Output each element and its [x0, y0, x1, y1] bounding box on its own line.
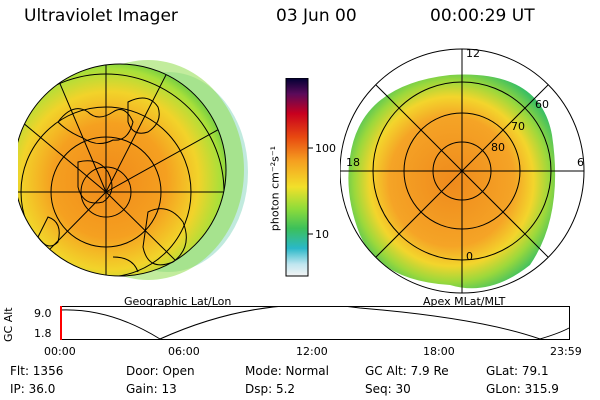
status-flt: Flt: 1356	[10, 364, 64, 378]
status-mode: Mode: Normal	[245, 364, 329, 378]
mlt-label-18: 18	[346, 156, 360, 169]
status-door: Door: Open	[126, 364, 195, 378]
status-gain: Gain: 13	[126, 382, 177, 396]
orbit-xtick-0: 00:00	[44, 345, 76, 358]
orbit-xtick-2: 12:00	[296, 345, 328, 358]
status-gc-alt: GC Alt: 7.9 Re	[365, 364, 449, 378]
colorbar-tick-10: 10	[315, 228, 329, 241]
orbit-ytick-max: 9.0	[34, 307, 52, 320]
mlat-label-80: 80	[491, 141, 505, 154]
status-ip: IP: 36.0	[10, 382, 56, 396]
status-seq: Seq: 30	[365, 382, 411, 396]
orbit-xtick-1: 06:00	[168, 345, 200, 358]
left-panel-caption: Geographic Lat/Lon	[124, 295, 232, 308]
date-label: 03 Jun 00	[276, 6, 357, 26]
status-glat: GLat: 79.1	[486, 364, 549, 378]
orbit-xtick-4: 23:59	[550, 345, 582, 358]
orbit-plot-frame	[60, 306, 570, 340]
mlt-label-0: 0	[466, 250, 473, 263]
instrument-title: Ultraviolet Imager	[24, 6, 178, 26]
colorbar-tick-100: 100	[315, 142, 336, 155]
mlat-label-70: 70	[511, 120, 525, 133]
coastlines	[37, 97, 187, 273]
mlt-label-12: 12	[466, 47, 480, 60]
mlat-label-60: 60	[535, 98, 549, 111]
color-bar	[285, 78, 313, 277]
geographic-image-panel	[18, 60, 248, 280]
orbit-ylabel: GC Alt	[2, 307, 15, 342]
altitude-curve	[60, 306, 570, 340]
status-glon: GLon: 315.9	[486, 382, 559, 396]
time-label: 00:00:29 UT	[430, 6, 535, 26]
polar-grid	[340, 48, 585, 294]
earth-disk	[18, 64, 226, 276]
orbit-xtick-3: 18:00	[423, 345, 455, 358]
orbit-altitude-plot	[60, 306, 570, 340]
mlt-label-6: 6	[577, 156, 584, 169]
orbit-ytick-min: 1.8	[34, 327, 52, 340]
color-scale	[285, 78, 309, 277]
mlat-mlt-panel	[340, 48, 585, 294]
status-dsp: Dsp: 5.2	[245, 382, 296, 396]
earth-limb	[18, 63, 227, 277]
right-panel-caption: Apex MLat/MLT	[423, 295, 506, 308]
colorbar-unit-label: photon cm⁻²s⁻¹	[268, 145, 282, 232]
